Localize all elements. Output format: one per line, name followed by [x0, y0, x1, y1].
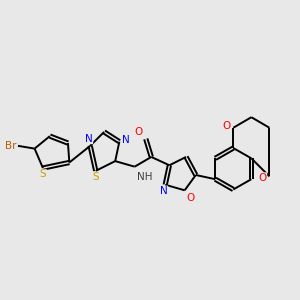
Text: N: N: [160, 186, 168, 196]
Text: O: O: [134, 127, 142, 137]
Text: N: N: [122, 135, 129, 145]
Text: NH: NH: [137, 172, 153, 182]
Text: O: O: [222, 122, 230, 131]
Text: O: O: [258, 173, 267, 183]
Text: Br: Br: [5, 141, 16, 151]
Text: S: S: [40, 169, 46, 179]
Text: O: O: [186, 193, 194, 202]
Text: N: N: [85, 134, 93, 144]
Text: S: S: [92, 172, 99, 182]
